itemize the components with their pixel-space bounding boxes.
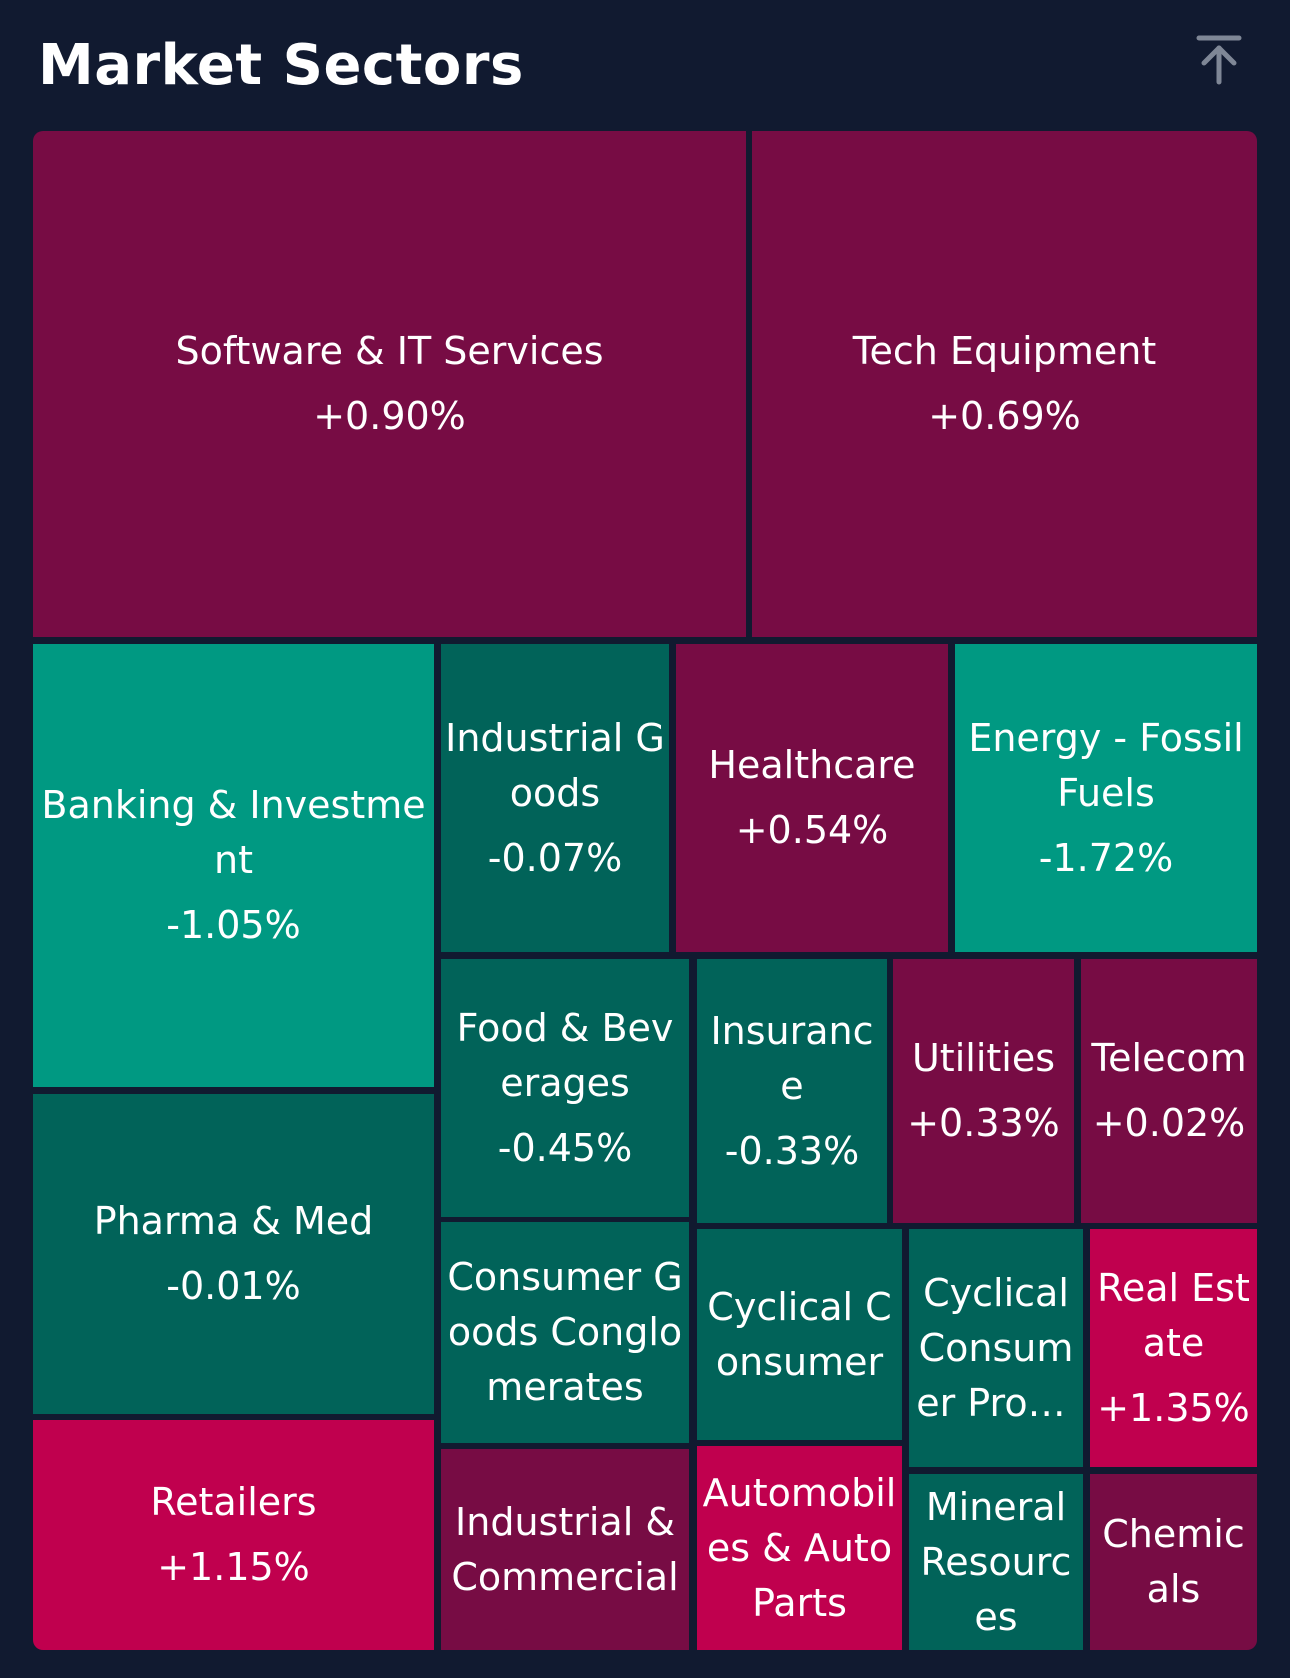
sector-name: Automobiles & Auto Parts xyxy=(702,1470,897,1625)
sector-tile-pharma-and-med[interactable]: Pharma & Med -0.01% xyxy=(33,1094,434,1414)
sector-tile-cyclical-consumer-products[interactable]: Cyclical Consumer Products xyxy=(909,1229,1083,1467)
sector-name: Real Estate xyxy=(1097,1265,1250,1365)
sector-change: +0.33% xyxy=(907,1101,1060,1145)
sector-name: Healthcare xyxy=(708,743,916,787)
sector-tile-mineral-resources[interactable]: Mineral Resources xyxy=(909,1474,1083,1650)
sector-tile-consumer-goods-conglomerates[interactable]: Consumer Goods Conglomerates xyxy=(441,1222,689,1443)
sector-tile-utilities[interactable]: Utilities +0.33% xyxy=(893,959,1074,1223)
sector-tile-chemicals[interactable]: Chemicals xyxy=(1090,1474,1257,1650)
sector-tile-industrial-and-commercial[interactable]: Industrial & Commercial xyxy=(441,1449,689,1650)
sector-change: +0.02% xyxy=(1092,1101,1246,1145)
sector-change: -0.01% xyxy=(166,1264,301,1308)
sector-name: Mineral Resources xyxy=(920,1484,1072,1639)
sector-tile-insurance[interactable]: Insurance -0.33% xyxy=(697,959,887,1223)
sector-tile-food-and-beverages[interactable]: Food & Beverages -0.45% xyxy=(441,959,689,1217)
sector-name: Cyclical Consumer xyxy=(707,1284,892,1384)
sector-name: Pharma & Med xyxy=(93,1199,374,1243)
sector-name: Food & Beverages xyxy=(456,1005,674,1105)
sector-change: -0.33% xyxy=(724,1128,860,1173)
sector-name: Chemicals xyxy=(1102,1512,1245,1611)
sector-tile-energy-fossil-fuels[interactable]: Energy - Fossil Fuels -1.72% xyxy=(955,644,1257,952)
sector-tile-software-and-it-services[interactable]: Software & IT Services +0.90% xyxy=(33,131,746,637)
sector-tile-banking-and-investment[interactable]: Banking & Investment -1.05% xyxy=(33,644,434,1087)
sector-change: +1.15% xyxy=(157,1545,310,1589)
sector-treemap: Software & IT Services +0.90% Tech Equipme… xyxy=(33,131,1257,1650)
sector-tile-real-estate[interactable]: Real Estate +1.35% xyxy=(1090,1229,1257,1467)
sector-change: -1.72% xyxy=(1038,835,1174,880)
sector-name: Industrial Goods xyxy=(445,715,665,815)
arrow-up-to-line-icon xyxy=(1196,35,1242,85)
sector-name: Tech Equipment xyxy=(852,329,1157,373)
sector-tile-automobiles-and-auto-parts[interactable]: Automobiles & Auto Parts xyxy=(697,1446,902,1650)
sector-name: Insurance xyxy=(710,1008,874,1108)
sector-tile-telecom[interactable]: Telecom +0.02% xyxy=(1081,959,1257,1223)
sector-change: +0.69% xyxy=(928,394,1081,438)
sector-tile-retailers[interactable]: Retailers +1.15% xyxy=(33,1420,434,1650)
sector-name: Banking & Investment xyxy=(41,783,426,882)
page-title: Market Sectors xyxy=(38,33,524,98)
sector-change: -0.45% xyxy=(497,1125,633,1170)
sector-tile-healthcare[interactable]: Healthcare +0.54% xyxy=(676,644,948,952)
sector-change: +0.90% xyxy=(313,394,466,438)
sector-name: Utilities xyxy=(911,1036,1056,1080)
sector-name: Industrial & Commercial xyxy=(451,1499,679,1599)
sector-tile-cyclical-consumer[interactable]: Cyclical Consumer xyxy=(697,1229,902,1440)
sector-name: Cyclical Consumer Products xyxy=(916,1270,1076,1425)
sector-name: Consumer Goods Conglomerates xyxy=(447,1255,683,1409)
sector-change: -1.05% xyxy=(166,903,301,947)
scroll-to-top-button[interactable] xyxy=(1194,32,1244,88)
sector-change: +1.35% xyxy=(1097,1385,1250,1430)
sector-name: Energy - Fossil Fuels xyxy=(968,715,1244,815)
sector-tile-tech-equipment[interactable]: Tech Equipment +0.69% xyxy=(752,131,1257,637)
sector-name: Telecom xyxy=(1091,1036,1247,1080)
sector-change: -0.07% xyxy=(487,835,623,880)
sector-tile-industrial-goods[interactable]: Industrial Goods -0.07% xyxy=(441,644,669,952)
sector-change: +0.54% xyxy=(735,808,889,852)
sector-name: Retailers xyxy=(150,1480,317,1524)
sector-name: Software & IT Services xyxy=(175,329,604,373)
